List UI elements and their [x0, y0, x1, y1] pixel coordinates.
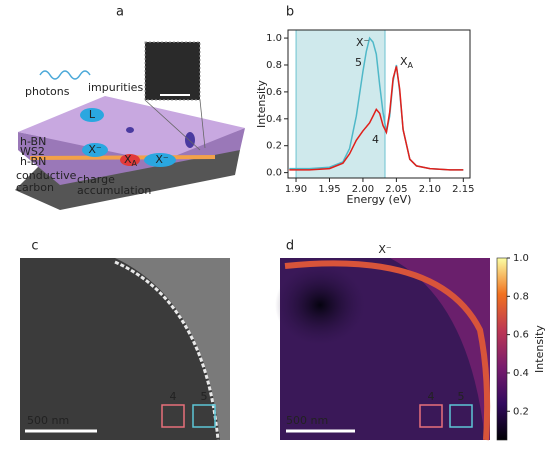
colorbar-tick-label: 0.8 [513, 291, 529, 302]
blob-label: XA [124, 153, 138, 168]
layer-label: h-BN [20, 155, 46, 168]
inset-frame [144, 41, 201, 101]
dark-region [275, 265, 365, 345]
inset-link [199, 99, 206, 149]
scale-label: 500 nm [286, 414, 328, 427]
inset-link [144, 99, 201, 151]
x-axis-label: Energy (eV) [347, 193, 412, 206]
annotation-main: X [400, 55, 408, 68]
label: photons [25, 85, 70, 98]
x-tick-label: 2.10 [419, 184, 441, 195]
annotation: XA [400, 55, 414, 70]
blob [144, 153, 176, 167]
x-tick-label: 2.15 [452, 184, 474, 195]
colorbar-tick-label: 0.2 [513, 406, 529, 417]
panel-label: c [31, 239, 38, 254]
label: accumulation [77, 184, 151, 197]
legend-label: 5 [355, 56, 362, 69]
box-label: 5 [201, 390, 208, 403]
colorbar-tick-label: 0.6 [513, 330, 529, 341]
x-tick-label: 2.00 [352, 184, 374, 195]
legend-label: 4 [372, 133, 379, 146]
blob-label-sub: A [132, 159, 138, 168]
box-label: 4 [428, 390, 435, 403]
blob-label: L [89, 108, 96, 121]
blob [82, 143, 108, 157]
box-5 [449, 404, 473, 428]
x-tick-label: 2.05 [385, 184, 407, 195]
inset-image [145, 42, 200, 100]
x-tick-label: 1.90 [285, 184, 307, 195]
scale-label: 500 nm [27, 414, 69, 427]
colorbar [496, 257, 508, 441]
series-line [289, 66, 464, 171]
label: carbon [16, 181, 54, 194]
box-label: 5 [458, 390, 465, 403]
blob [120, 154, 140, 166]
map-region [115, 258, 230, 440]
shaded-region [295, 29, 386, 179]
blob [80, 108, 104, 122]
blob-label: X⁻ [88, 143, 102, 156]
y-tick-label: 1.0 [266, 33, 282, 44]
y-tick-label: 0.4 [266, 114, 282, 125]
box-5 [192, 404, 216, 428]
y-tick-label: 0.2 [266, 141, 282, 152]
box-4 [419, 404, 443, 428]
layer-label: h-BN [20, 135, 46, 148]
blob-label: X⁻ [155, 153, 169, 166]
impurity [185, 132, 195, 148]
annotation-sub: A [408, 61, 414, 70]
colorbar-label: Intensity [533, 325, 546, 373]
panel-label: b [286, 5, 294, 20]
edge [284, 260, 491, 441]
plot-frame [287, 29, 471, 179]
map-d [275, 258, 491, 441]
photon-wave [39, 70, 91, 80]
y-tick-label: 0.0 [266, 168, 282, 179]
map-region [280, 258, 490, 440]
panel-label: d [286, 239, 294, 254]
panel-label: a [116, 5, 124, 20]
label: impurities [88, 81, 143, 94]
layer-label: WS2 [20, 145, 45, 158]
colorbar-tick-label: 1.0 [513, 253, 529, 264]
edge [114, 260, 220, 441]
label: conductive [16, 169, 77, 182]
schematic [15, 41, 245, 210]
impurity [126, 127, 134, 133]
annotation: X⁻ [356, 36, 370, 49]
y-tick-label: 0.8 [266, 60, 282, 71]
y-axis-label: Intensity [255, 80, 268, 128]
map-c [20, 258, 230, 441]
box-label: 4 [170, 390, 177, 403]
y-tick-label: 0.6 [266, 87, 282, 98]
blob-label-main: X [124, 153, 132, 166]
colorbar-tick-label: 0.4 [513, 368, 529, 379]
x-tick-label: 1.95 [318, 184, 340, 195]
box-4 [161, 404, 185, 428]
map-title: X⁻ [378, 243, 392, 256]
label: charge [77, 173, 115, 186]
